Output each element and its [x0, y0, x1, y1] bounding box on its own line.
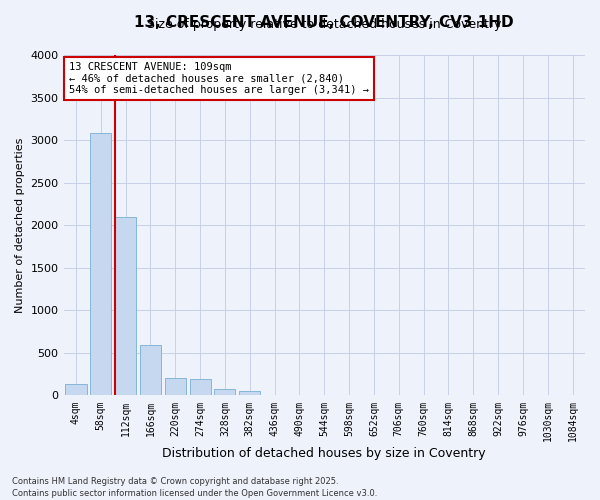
Y-axis label: Number of detached properties: Number of detached properties [15, 138, 25, 313]
Bar [214, 388, 235, 396]
Title: 13, CRESCENT AVENUE, COVENTRY, CV3 1HD: 13, CRESCENT AVENUE, COVENTRY, CV3 1HD [134, 15, 514, 30]
Bar [165, 378, 186, 396]
Text: Size of property relative to detached houses in Coventry: Size of property relative to detached ho… [147, 18, 502, 31]
Bar [90, 134, 112, 396]
Text: Contains HM Land Registry data © Crown copyright and database right 2025.
Contai: Contains HM Land Registry data © Crown c… [12, 476, 377, 498]
Text: 13 CRESCENT AVENUE: 109sqm
← 46% of detached houses are smaller (2,840)
54% of s: 13 CRESCENT AVENUE: 109sqm ← 46% of deta… [69, 62, 369, 95]
Bar [65, 384, 86, 396]
Bar [239, 391, 260, 396]
Bar [115, 216, 136, 396]
X-axis label: Distribution of detached houses by size in Coventry: Distribution of detached houses by size … [163, 447, 486, 460]
Bar [190, 379, 211, 396]
Bar [140, 345, 161, 396]
